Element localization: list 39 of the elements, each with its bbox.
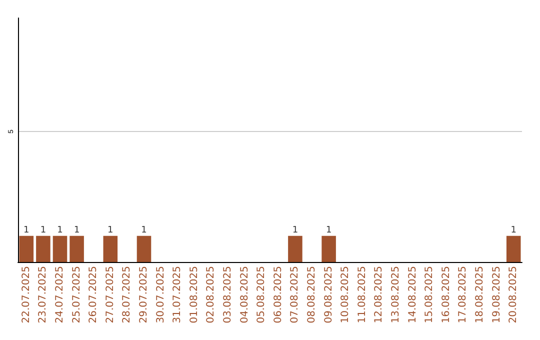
x-tick-label: 19.08.2025 [491,266,502,324]
x-tick-label: 23.07.2025 [38,266,49,324]
data-label: 1 [108,225,114,236]
x-tick-label: 07.08.2025 [290,266,301,324]
x-tick-label: 09.08.2025 [323,266,334,324]
x-tick-label: 15.08.2025 [424,266,436,324]
x-tick-label: 25.07.2025 [71,266,82,324]
x-tick-label: 02.08.2025 [206,266,217,324]
data-label: 1 [74,225,80,236]
x-tick-label: 17.08.2025 [458,266,469,324]
x-tick-label: 26.07.2025 [88,266,100,324]
x-tick-label: 16.08.2025 [440,266,452,324]
x-tick-label: 06.08.2025 [272,266,284,324]
x-tick-label: 31.07.2025 [172,266,184,324]
x-tick-label: 28.07.2025 [122,266,133,324]
x-tick-label: 27.07.2025 [104,266,116,324]
x-tick-label: 04.08.2025 [239,266,250,324]
data-label: 1 [292,225,298,236]
x-tick-label: 08.08.2025 [306,266,318,324]
x-tick-label: 29.07.2025 [138,266,150,324]
x-tick-label: 22.07.2025 [20,266,32,324]
x-tick-label: 12.08.2025 [374,266,385,324]
data-label: 1 [141,225,147,236]
data-label: 1 [326,225,332,236]
x-tick-label: 13.08.2025 [390,266,402,324]
x-tick-label: 10.08.2025 [340,266,352,324]
x-tick-label: 14.08.2025 [407,266,418,324]
x-tick-label: 20.08.2025 [508,266,520,324]
data-label: 1 [24,225,30,236]
x-tick-label: 11.08.2025 [356,266,368,324]
x-tick-label: 30.07.2025 [155,266,166,324]
x-tick-label: 05.08.2025 [256,266,268,324]
x-tick-label: 03.08.2025 [222,266,234,324]
data-label: 1 [57,225,63,236]
data-label: 1 [40,225,46,236]
x-tick-label: 18.08.2025 [474,266,486,324]
x-tick-label: 01.08.2025 [188,266,200,324]
data-label: 1 [510,225,516,236]
x-tick-label: 24.07.2025 [54,266,66,324]
